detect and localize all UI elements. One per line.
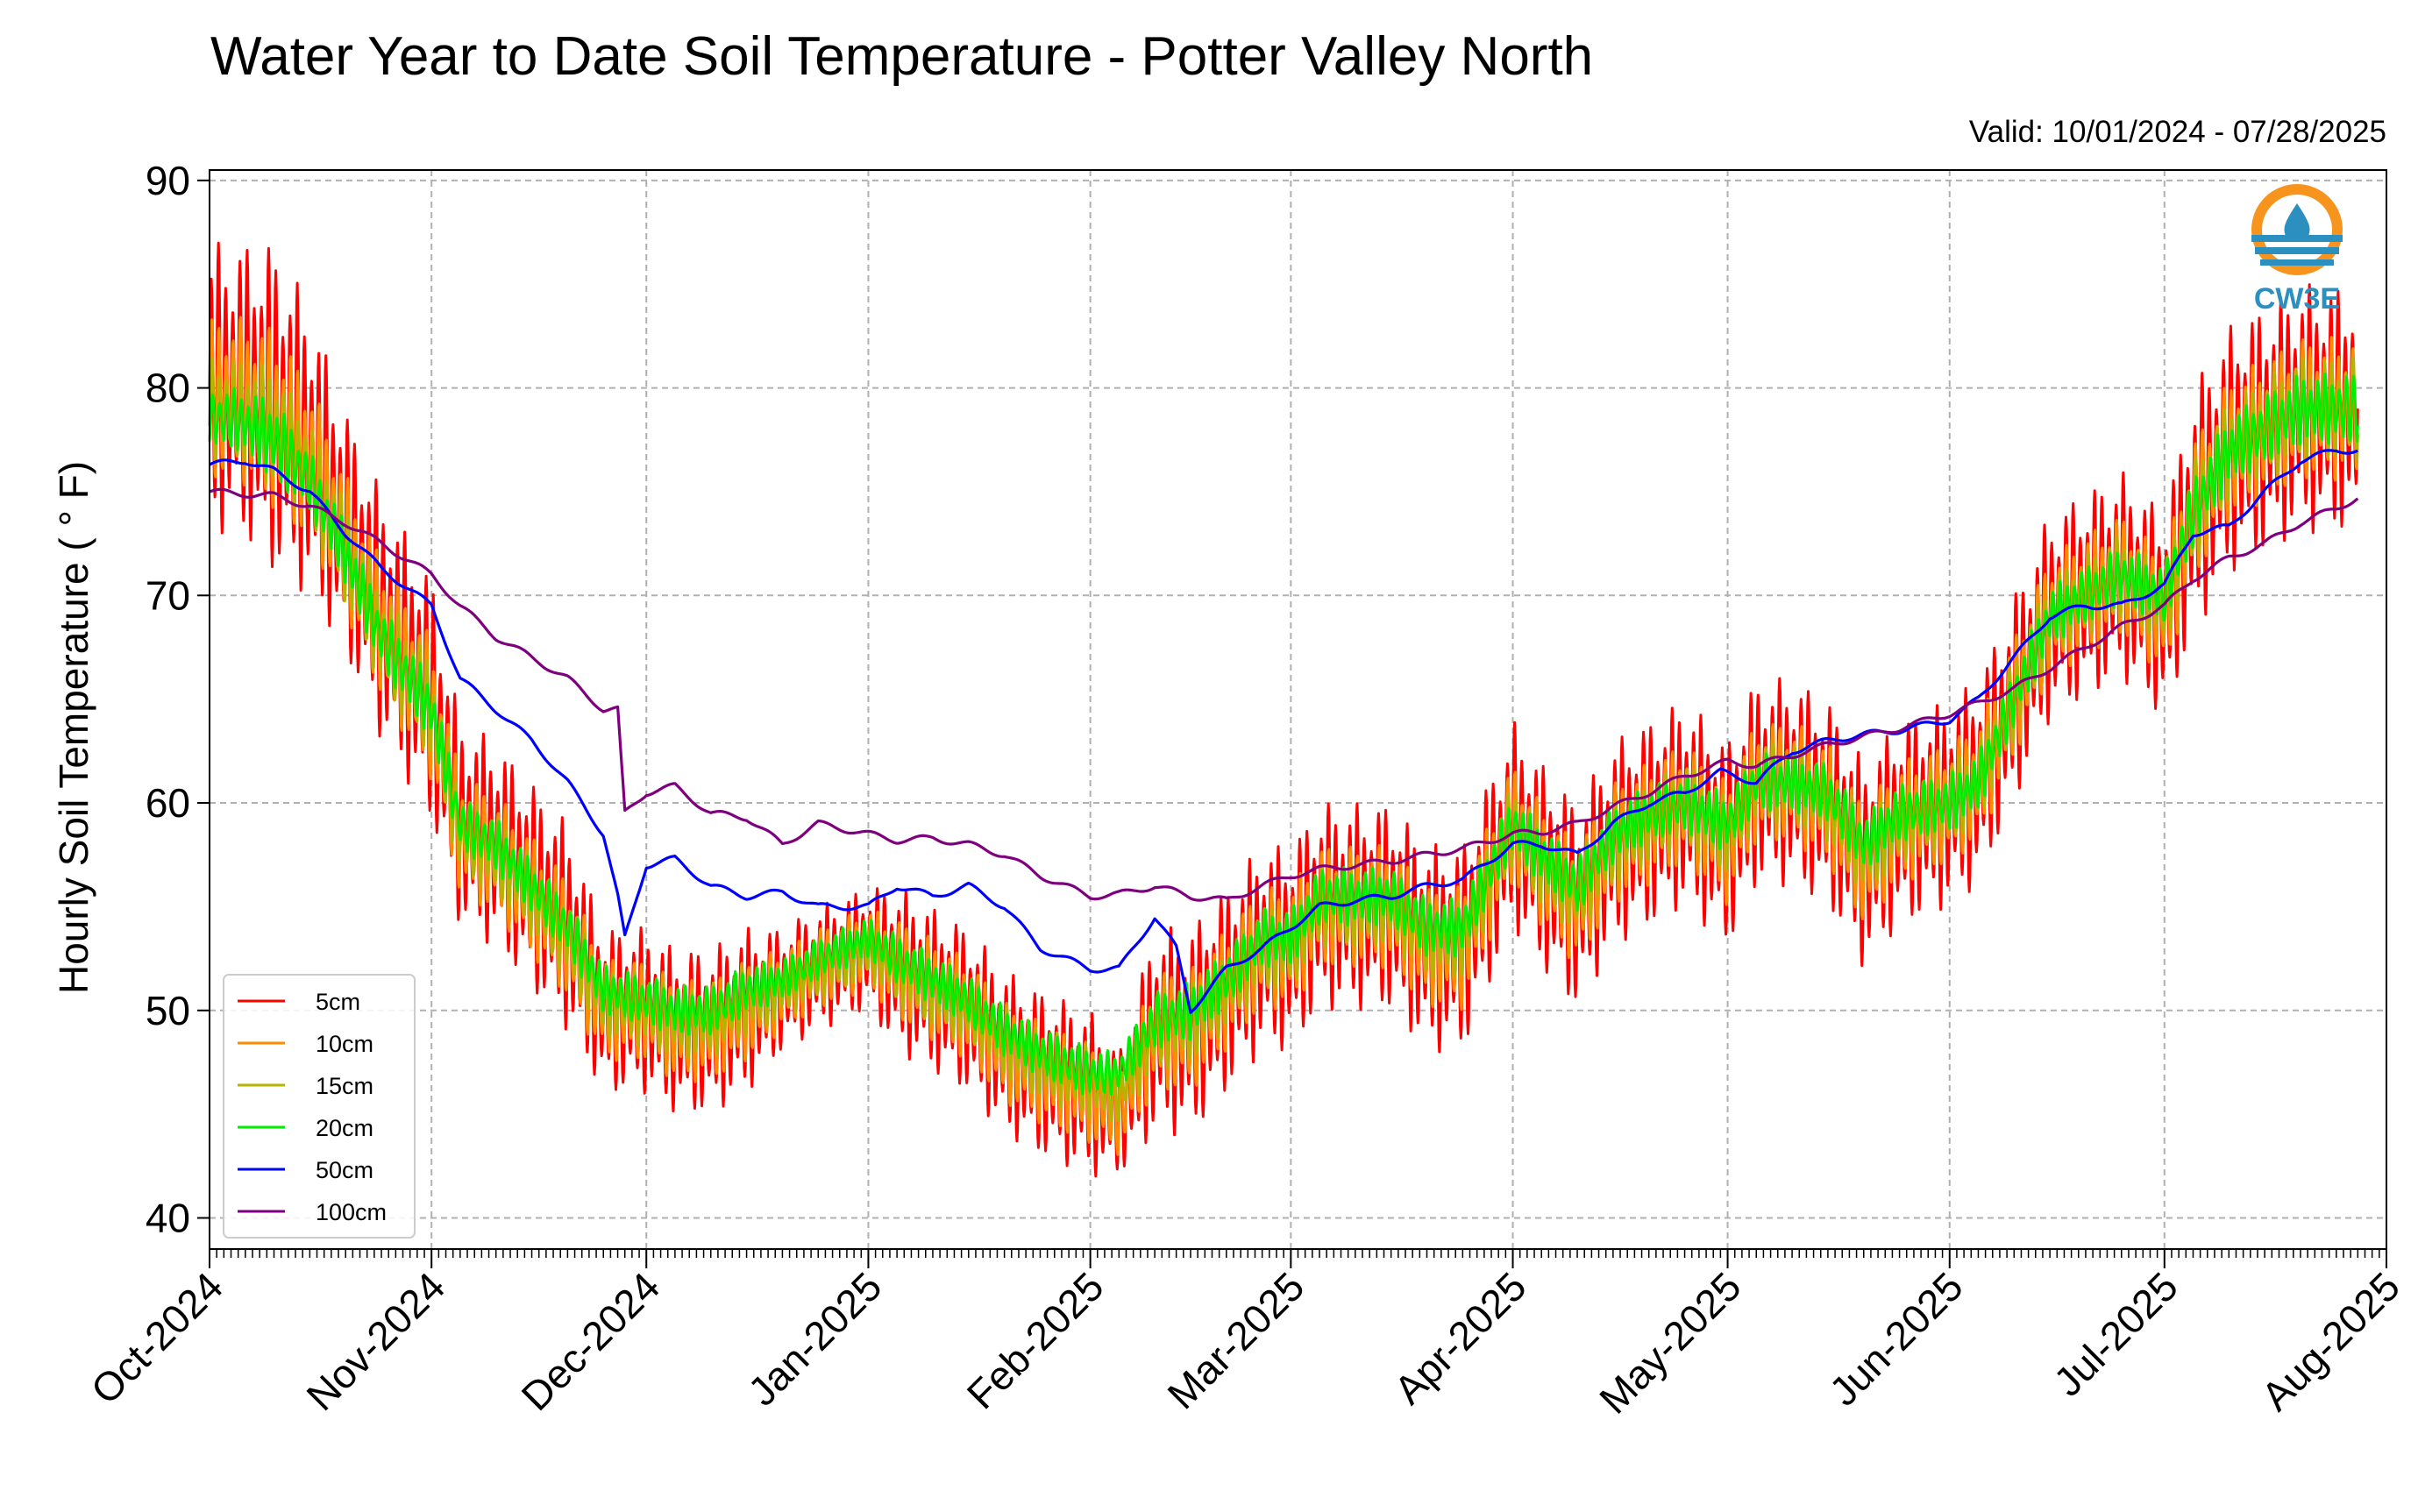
x-tick-label: Jan-2025	[739, 1263, 890, 1414]
x-axis: Oct-2024 Nov-2024 Dec-2024 Jan-2025 Feb-2025…	[82, 1249, 2408, 1423]
logo-wave-2	[2255, 247, 2339, 254]
cw3e-logo: CW3E	[2251, 184, 2343, 316]
legend-label: 100cm	[316, 1199, 387, 1225]
plot-area	[210, 170, 2386, 1249]
legend-label: 50cm	[316, 1157, 373, 1183]
series-line-100cm	[209, 487, 2359, 902]
x-tick-label: Apr-2025	[1385, 1263, 1535, 1413]
y-axis: 40 50 60 70 80 90	[146, 158, 210, 1240]
y-tick-label: 60	[146, 780, 190, 826]
grid-lines	[209, 170, 2387, 1249]
y-tick-label: 70	[146, 572, 190, 618]
x-tick-label: Oct-2024	[82, 1263, 232, 1413]
x-minor-ticks	[209, 1249, 2387, 1258]
logo-wordmark: CW3E	[2254, 282, 2340, 316]
water-drop-icon	[2284, 203, 2310, 240]
legend: 5cm 10cm 15cm 20cm 50cm 100cm	[223, 974, 416, 1239]
series-line-20cm	[208, 372, 2359, 1096]
x-tick-label: Feb-2025	[958, 1263, 1113, 1417]
y-tick-label: 50	[146, 988, 190, 1033]
x-tick-label: Mar-2025	[1158, 1263, 1312, 1417]
legend-label: 5cm	[316, 989, 360, 1015]
legend-box	[223, 974, 416, 1239]
chart-subtitle: Valid: 10/01/2024 - 07/28/2025	[1969, 115, 2386, 149]
logo-wave-3	[2260, 259, 2334, 266]
x-tick-label: Jul-2025	[2045, 1263, 2187, 1405]
x-tick-label: Dec-2024	[513, 1263, 669, 1419]
y-tick-label: 90	[146, 158, 190, 203]
y-axis-label: Hourly Soil Temperature ( ° F)	[51, 461, 96, 994]
series-line-50cm	[209, 449, 2358, 1014]
legend-label: 15cm	[316, 1073, 373, 1099]
y-tick-label: 80	[146, 366, 190, 411]
legend-label: 20cm	[316, 1115, 373, 1141]
x-tick-label: Jun-2025	[1820, 1263, 1971, 1414]
chart-title: Water Year to Date Soil Temperature - Po…	[210, 26, 1593, 87]
x-tick-label: Aug-2025	[2252, 1263, 2408, 1419]
plot-frame	[209, 169, 2387, 1250]
x-tick-label: Nov-2024	[297, 1263, 453, 1419]
x-tick-label: May-2025	[1590, 1263, 1749, 1422]
y-tick-label: 40	[146, 1195, 190, 1240]
series-layer	[208, 241, 2359, 1178]
legend-label: 10cm	[316, 1031, 373, 1057]
